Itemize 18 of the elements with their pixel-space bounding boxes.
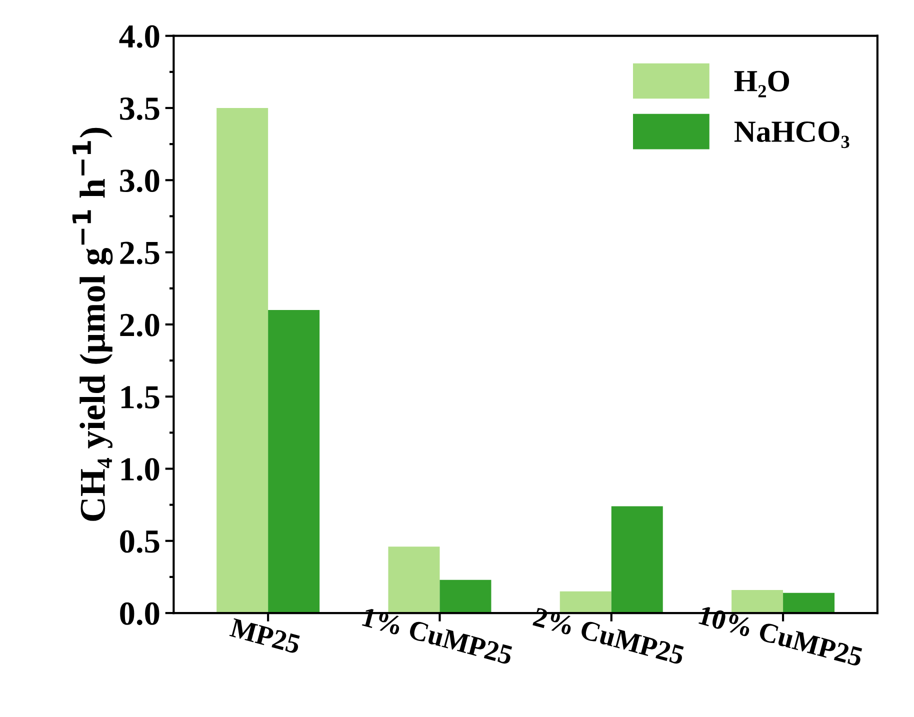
bar bbox=[783, 592, 835, 614]
bar bbox=[440, 580, 492, 614]
legend-label: H₂O bbox=[734, 70, 790, 98]
y-tick-label: 4.0 bbox=[119, 25, 160, 48]
y-tick-label: 1.5 bbox=[121, 386, 160, 409]
bar bbox=[216, 108, 268, 614]
y-tick-label: 3.0 bbox=[120, 170, 160, 192]
bar bbox=[611, 506, 663, 614]
y-axis-title: CH₄ yield (μmol g$^{−1}$ h$^{−1}$) bbox=[72, 128, 113, 521]
y-tick-label: 0.5 bbox=[120, 530, 160, 553]
y-tick-label: 2.5 bbox=[120, 242, 160, 264]
legend-label: NaHCO₃ bbox=[734, 121, 850, 148]
y-tick-label: 2.0 bbox=[120, 314, 160, 336]
bar bbox=[268, 310, 320, 614]
x-tick-label: MP25 bbox=[229, 618, 302, 654]
y-tick-label: 3.5 bbox=[120, 97, 160, 120]
y-tick-label: 1.0 bbox=[121, 458, 160, 481]
y-tick-label: 0.0 bbox=[120, 602, 160, 626]
